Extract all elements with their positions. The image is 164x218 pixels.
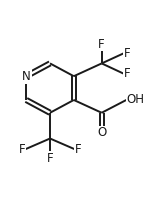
Text: N: N: [22, 70, 31, 83]
Text: OH: OH: [126, 94, 144, 106]
Text: F: F: [75, 143, 81, 156]
Text: F: F: [19, 143, 25, 156]
Text: O: O: [97, 126, 106, 139]
Text: F: F: [98, 38, 105, 51]
Text: F: F: [47, 152, 53, 165]
Text: F: F: [124, 67, 130, 80]
Text: F: F: [124, 47, 130, 60]
